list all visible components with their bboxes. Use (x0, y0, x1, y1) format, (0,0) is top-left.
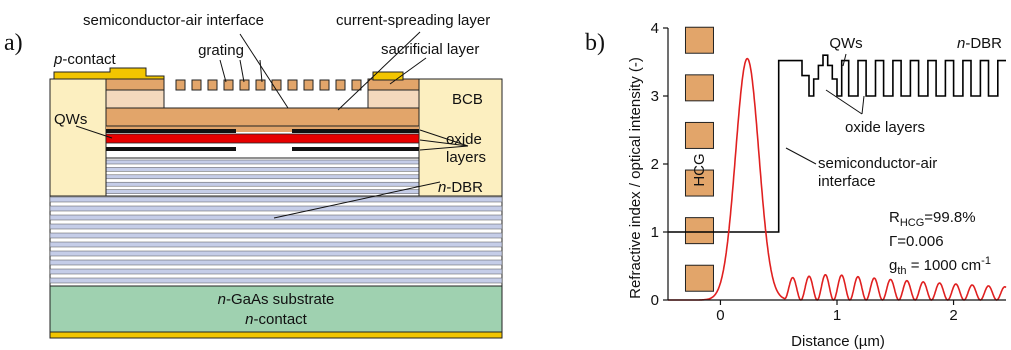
refractive-index-plot: b) Refractive index / optical intensity … (585, 20, 1007, 350)
dbr-mesa-layer (105, 181, 420, 187)
grating-layer-left (105, 78, 165, 91)
bcb-right (418, 78, 503, 197)
plot-area: 0 1 2 3 4 0 1 2 (651, 20, 1007, 324)
grating-bar (175, 79, 186, 91)
qws-plot-label: QWs (829, 35, 862, 52)
sacrificial-layer-label: sacrificial layer (381, 41, 479, 58)
dbr-layer (49, 268, 503, 275)
hcg-block (684, 217, 714, 245)
bcb-left (49, 78, 107, 197)
x-tick-label: 0 (716, 307, 724, 324)
grating-bar (207, 79, 218, 91)
refractive-index-line (668, 54, 1006, 233)
oxide-layers-plot-label: oxide layers (845, 119, 925, 136)
y-axis-title: Refractive index / optical intensity (-) (627, 57, 644, 299)
dbr-layer (49, 250, 503, 257)
interface-label-line1: semiconductor-air (818, 155, 937, 172)
y-tick-label: 4 (651, 20, 659, 37)
oxide-layers-label: layers (446, 149, 486, 166)
dbr-layer (49, 259, 503, 266)
r-hcg-label: RHCG=99.8% (889, 209, 976, 229)
hcg-block (684, 264, 714, 292)
interface-label-line2: interface (818, 173, 876, 190)
dbr-layer (49, 232, 503, 239)
y-tick-label: 0 (651, 292, 659, 309)
dbr-layer (49, 241, 503, 248)
grating-label: grating (198, 42, 244, 59)
p-contact-left (53, 67, 165, 80)
optical-intensity-line (668, 57, 1007, 301)
hcg-block (684, 26, 714, 54)
gth-label: gth = 1000 cm-1 (889, 255, 991, 277)
grating-bar (191, 79, 202, 91)
grating-bar (319, 79, 330, 91)
grating-bar (255, 79, 266, 91)
p-contact-right (372, 71, 404, 81)
quantum-wells (105, 133, 420, 144)
semiconductor-air-interface-label: semiconductor-air interface (83, 12, 264, 29)
oxide-label: oxide (446, 131, 482, 148)
grating-bar (335, 79, 346, 91)
dbr-layer (49, 277, 503, 284)
panel-label-b: b) (585, 30, 605, 56)
hcg-block (684, 169, 714, 197)
n-contact-metal (49, 331, 503, 339)
panel-label-a: a) (4, 30, 23, 56)
dbr-mesa-layer (105, 167, 420, 172)
oxide-lower-left (106, 147, 236, 151)
dbr-mesa-layer (105, 189, 420, 194)
grating-bar (239, 79, 250, 91)
n-dbr-mesa (105, 157, 420, 197)
n-dbr-label: n-DBR (438, 179, 483, 196)
dbr-mesa-layer (105, 159, 420, 165)
dbr-mesa-layer (105, 174, 420, 180)
grating-bar (303, 79, 314, 91)
y-tick-label: 2 (651, 156, 659, 173)
bcb-label: BCB (452, 91, 483, 108)
hcg-block (684, 74, 714, 102)
n-dbr-plot-label: n-DBR (957, 35, 1002, 52)
x-tick-label: 2 (949, 307, 957, 324)
dbr-layer (49, 223, 503, 230)
oxide-upper-right (292, 129, 419, 133)
qws-label: QWs (54, 111, 87, 128)
grating-layer-right (367, 78, 420, 91)
n-contact-label: n-contact (245, 311, 308, 328)
current-spreading-layer (105, 107, 420, 127)
grating-bar (223, 79, 234, 91)
hcg-block (684, 121, 714, 149)
y-tick-label: 3 (651, 88, 659, 105)
current-spreading-layer-label: current-spreading layer (336, 12, 490, 29)
grating-bar (287, 79, 298, 91)
substrate (49, 285, 503, 333)
p-contact-label: p-contact (53, 51, 117, 68)
grating-bar (351, 79, 362, 91)
hcg-label: HCG (691, 153, 708, 186)
dbr-layer (49, 205, 503, 212)
x-tick-label: 1 (833, 307, 841, 324)
sacrificial-layer-left (105, 89, 165, 109)
sacrificial-layer-right (367, 89, 420, 109)
n-dbr-stack (49, 195, 503, 287)
grating-bars (175, 79, 362, 91)
dbr-layer (49, 196, 503, 203)
x-axis-title: Distance (µm) (791, 333, 885, 350)
device-cross-section: a) (4, 12, 503, 339)
oxide-lower-right (292, 147, 419, 151)
annotation-leaders (75, 31, 469, 219)
spacer (106, 126, 419, 132)
oxide-upper-left (106, 129, 236, 133)
plot-annotation-leaders (785, 53, 865, 165)
gamma-label: Γ=0.006 (889, 233, 944, 250)
y-tick-label: 1 (651, 224, 659, 241)
substrate-label: n-GaAs substrate (218, 291, 335, 308)
